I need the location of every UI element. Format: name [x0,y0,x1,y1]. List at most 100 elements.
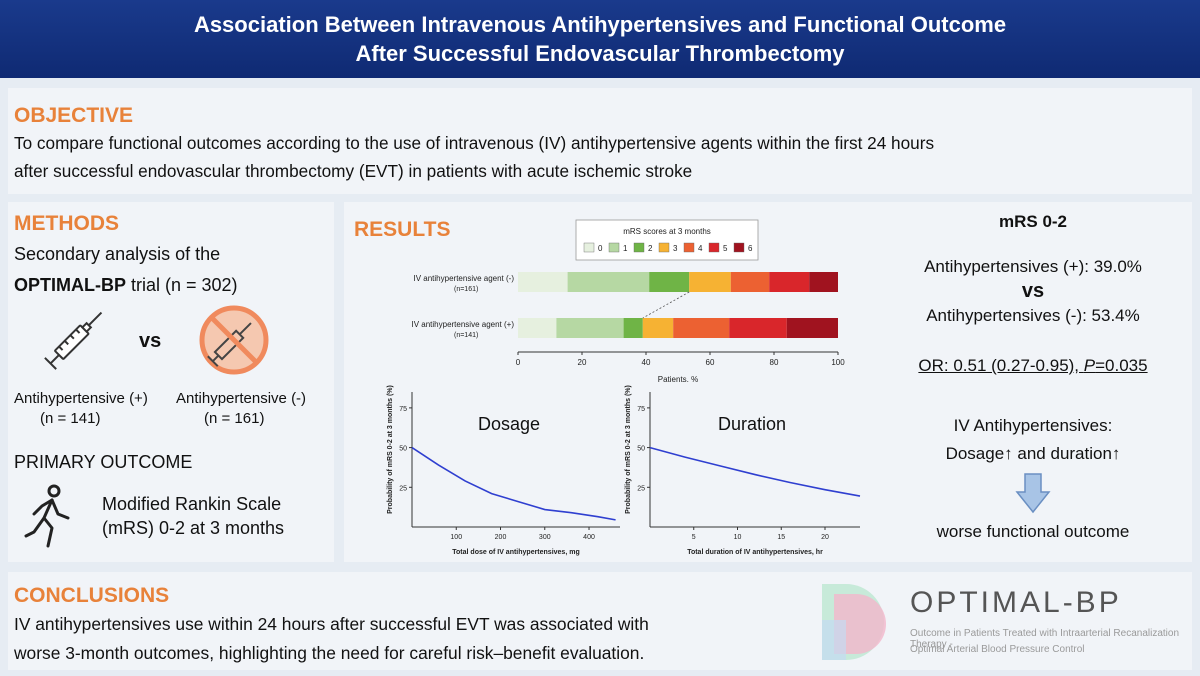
legend-title: mRS scores at 3 months [623,227,711,236]
p-value: =0.035 [1095,356,1148,375]
group-pos-label: Antihypertensive (+) [14,390,148,407]
x-tick-label: 100 [450,534,462,541]
results-title: RESULTS [354,218,451,241]
bar-segment [649,272,690,292]
legend-swatch-6 [733,242,745,253]
y-tick-label: 25 [637,485,645,492]
summary-conclusion-2: Dosage↑ and duration↑ [945,444,1121,463]
mrs-legend: mRS scores at 3 months 0 1 2 3 4 5 6 [575,219,759,261]
trial-size: trial (n = 302) [126,275,238,295]
objective-title: OBJECTIVE [14,104,134,127]
chart-title: Dosage [478,414,540,434]
x-tick-label: 400 [583,534,595,541]
bar-segment [769,272,810,292]
logo-sub-1: Outcome in Patients Treated with Intraar… [910,628,1180,650]
bar-segment [567,272,650,292]
summary-title: mRS 0-2 [998,212,1068,231]
trend-line [411,446,616,521]
mrs-stacked-bar-chart: mRS scores at 3 months 0 1 2 3 4 5 6 IV antihype… [411,219,845,382]
objective-panel: OBJECTIVE To compare functional outcomes… [8,88,1192,194]
or-text: OR: 0.51 (0.27-0.95), [918,356,1084,375]
chart-title: Duration [718,414,786,434]
bar-segment [730,272,770,292]
legend-swatch-3 [658,242,670,253]
bar-segment [518,318,557,338]
y-tick-label: 50 [637,446,645,453]
x-tick-label: 200 [495,534,507,541]
group-neg-label: Antihypertensive (-) [176,390,307,407]
summary-neg: Antihypertensives (-): 53.4% [926,306,1140,325]
x-tick-label: 5 [692,534,696,541]
results-summary: mRS 0-2 Antihypertensives (+): 39.0% vs … [874,202,1192,562]
bar-segment [673,318,730,338]
bar-segment [809,272,838,292]
category-sublabel: (n=141) [454,332,478,339]
x-tick-label: 20 [821,534,829,541]
summary-or: OR: 0.51 (0.27-0.95), P=0.035 [874,356,1192,376]
bar-segment [689,272,731,292]
x-tick-label: 100 [831,358,845,367]
methods-panel: METHODS Secondary analysis of the OPTIMA… [8,202,334,562]
logo-name: OPTIMAL-BP [910,586,1122,619]
category-label: IV antihypertensive agent (-) [414,274,515,283]
legend-label-5: 5 [723,244,728,253]
optimal-bp-logo-mark [822,584,886,660]
summary-vs: vs [1021,280,1045,302]
x-tick-label: 60 [706,358,715,367]
category-label: IV antihypertensive agent (+) [411,320,514,329]
category-sublabel: (n=161) [454,286,478,293]
bar-segment [642,318,674,338]
objective-line-1: To compare functional outcomes according… [14,133,935,153]
x-tick-label: 300 [539,534,551,541]
title-line-1: Association Between Intravenous Antihype… [193,12,1007,37]
walking-person-icon [24,484,70,548]
y-tick-label: 50 [399,446,407,453]
methods-line-1: Secondary analysis of the [14,244,221,264]
title-line-2: After Successful Endovascular Thrombecto… [355,41,845,66]
legend-box [575,219,759,261]
legend-label-6: 6 [748,244,753,253]
syringe-icon [44,311,103,370]
conclusions-title: CONCLUSIONS [14,584,170,607]
y-tick-label: 25 [399,485,407,492]
primary-line-2: (mRS) 0-2 at 3 months [102,518,285,538]
x-axis-label: Total dose of IV antihypertensives, mg [452,549,579,556]
bar-segment [786,318,838,338]
x-tick-label: 80 [770,358,779,367]
x-tick-label: 0 [516,358,521,367]
bar-segment [729,318,787,338]
bar-segment [623,318,643,338]
primary-outcome-title: PRIMARY OUTCOME [14,452,193,472]
objective-line-2: after successful endovascular thrombecto… [14,161,693,181]
y-axis-label: Probability of mRS 0-2 at 3 months (%) [387,385,394,514]
header-banner: Association Between Intravenous Antihype… [0,0,1200,78]
conclusions-line-1: IV antihypertensives use within 24 hours… [14,614,649,634]
logo-sub-2: Optimal Arterial Blood Pressure Control [910,644,1085,655]
summary-pos: Antihypertensives (+): 39.0% [924,257,1142,276]
methods-line-2: OPTIMAL-BP trial (n = 302) [14,273,328,298]
dosage-line-chart: 25 50 75 100 200 300 400 Dosage Total dose of IV… [387,385,620,556]
trend-line [649,446,861,497]
x-axis-label: Total duration of IV antihypertensives, … [687,549,823,556]
legend-swatch-5 [708,242,720,253]
conclusions-line-2: worse 3-month outcomes, highlighting the… [14,643,645,663]
x-tick-label: 15 [777,534,785,541]
legend-label-3: 3 [673,244,678,253]
legend-label-0: 0 [598,244,603,253]
y-axis-label: Probability of mRS 0-2 at 3 months (%) [625,385,632,514]
down-arrow-icon [1015,473,1051,514]
no-syringe-icon [199,305,269,375]
x-tick-label: 40 [642,358,651,367]
results-panel: RESULTS mRS scores at 3 months 0 1 2 3 4 5 6 IV … [344,202,1192,562]
legend-swatch-4 [683,242,695,253]
legend-swatch-2 [633,242,645,253]
y-tick-label: 75 [637,406,645,413]
legend-label-2: 2 [648,244,653,253]
duration-line-chart: 25 50 75 5 10 15 20 Duration Total duration of I… [625,385,861,556]
group-neg-n: (n = 161) [204,410,265,427]
group-pos-n: (n = 141) [40,410,101,427]
summary-conclusion-1: IV Antihypertensives: [953,416,1113,435]
legend-label-1: 1 [623,244,628,253]
bar-segment [556,318,624,338]
y-tick-label: 75 [399,406,407,413]
